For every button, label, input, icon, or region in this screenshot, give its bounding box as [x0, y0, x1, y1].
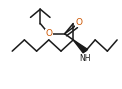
Text: O: O	[76, 18, 83, 27]
Text: O: O	[45, 29, 52, 38]
Text: NH: NH	[80, 54, 91, 63]
Polygon shape	[73, 40, 88, 53]
